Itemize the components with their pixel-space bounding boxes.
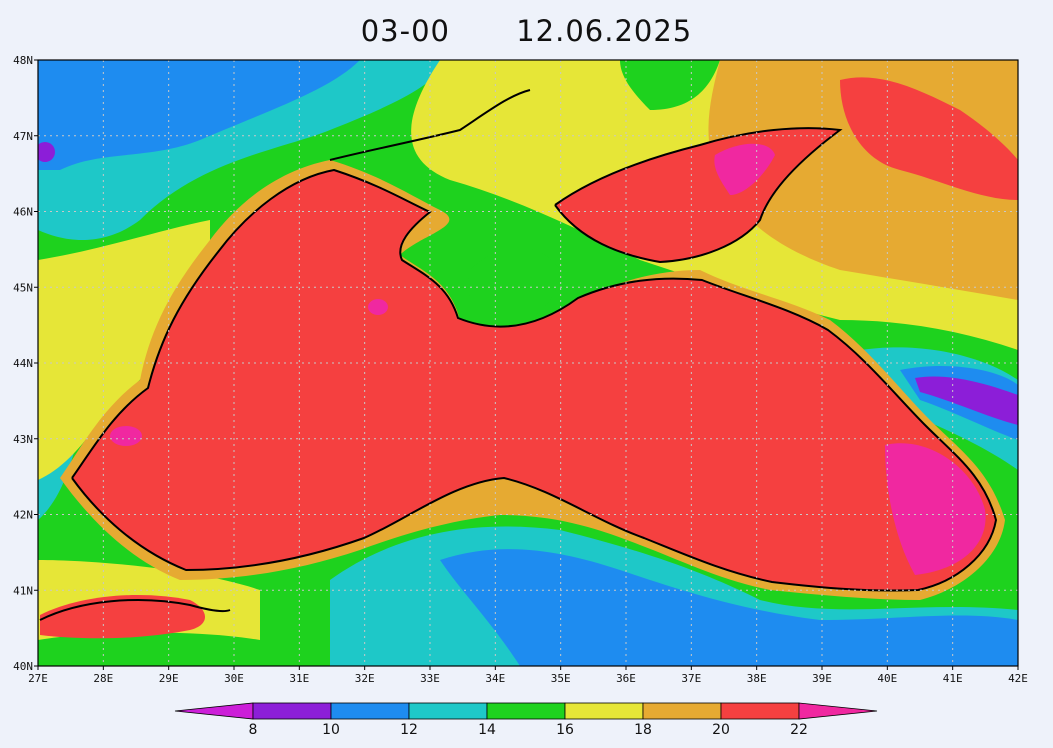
- colorbar-label: 10: [322, 722, 340, 738]
- field-ne-red: [840, 77, 1018, 200]
- colorbar-segment: [564, 702, 644, 720]
- field-w-magenta: [110, 426, 142, 446]
- colorbar-segment: [408, 702, 488, 720]
- colorbar: 8 10 12 14 16 18 20 22: [174, 702, 878, 738]
- colorbar-label: 8: [249, 722, 258, 738]
- field-nw-purple: [38, 142, 55, 162]
- latitude-labels: 48N 47N 46N 45N 44N 43N 42N 41N 40N: [13, 54, 38, 673]
- lon-label: 34E: [485, 672, 505, 685]
- colorbar-label: 14: [478, 722, 496, 738]
- lon-label: 35E: [551, 672, 571, 685]
- longitude-labels: 27E 28E 29E 30E 31E 32E 33E 34E 35E 36E 37E 38E 39E 4…: [28, 666, 1028, 685]
- map-grid: [38, 60, 1018, 666]
- lon-label: 33E: [420, 672, 440, 685]
- field-e-magenta: [885, 443, 986, 575]
- colorbar-segment: [720, 702, 800, 720]
- lon-label: 31E: [289, 672, 309, 685]
- lat-label: 46N: [13, 206, 33, 219]
- field-azov-magenta: [714, 143, 775, 195]
- map-title: 03-00 12.06.2025: [0, 14, 1053, 48]
- field-green-crimea: [468, 247, 560, 330]
- colorbar-label: 20: [712, 722, 730, 738]
- lat-label: 43N: [13, 433, 33, 446]
- lon-label: 40E: [877, 672, 897, 685]
- colorbar-segment: [642, 702, 722, 720]
- field-nw-blue: [38, 60, 360, 170]
- coastline: [39, 89, 998, 621]
- lat-label: 48N: [13, 54, 33, 67]
- lon-label: 42E: [1008, 672, 1028, 685]
- lon-label: 41E: [943, 672, 963, 685]
- lat-label: 44N: [13, 357, 33, 370]
- field-c-magenta: [368, 299, 388, 315]
- colorbar-label: 18: [634, 722, 652, 738]
- lon-label: 28E: [93, 672, 113, 685]
- forecast-time: 03-00: [360, 14, 450, 48]
- lat-label: 40N: [13, 660, 33, 673]
- lon-label: 27E: [28, 672, 48, 685]
- colorbar-label: 22: [790, 722, 808, 738]
- lat-label: 45N: [13, 281, 33, 294]
- field-green-n: [620, 60, 720, 110]
- lon-label: 38E: [747, 672, 767, 685]
- colorbar-high-arrow: [798, 702, 878, 720]
- colorbar-segment: [252, 702, 332, 720]
- sea-red-body: [72, 170, 996, 591]
- field-s-blue: [440, 549, 1018, 666]
- lon-label: 37E: [681, 672, 701, 685]
- lon-label: 30E: [224, 672, 244, 685]
- lon-label: 36E: [616, 672, 636, 685]
- lon-label: 39E: [812, 672, 832, 685]
- colorbar-low-arrow: [174, 702, 254, 720]
- colorbar-segment: [330, 702, 410, 720]
- colorbar-label: 12: [400, 722, 418, 738]
- colorbar-label: 16: [556, 722, 574, 738]
- lat-label: 42N: [13, 509, 33, 522]
- lat-label: 41N: [13, 584, 33, 597]
- colorbar-segment: [486, 702, 566, 720]
- forecast-date: 12.06.2025: [516, 14, 693, 48]
- lat-label: 47N: [13, 130, 33, 143]
- lon-label: 29E: [159, 672, 179, 685]
- lon-label: 32E: [355, 672, 375, 685]
- field-w-yellow: [38, 220, 210, 480]
- field-e-purple: [915, 376, 1018, 425]
